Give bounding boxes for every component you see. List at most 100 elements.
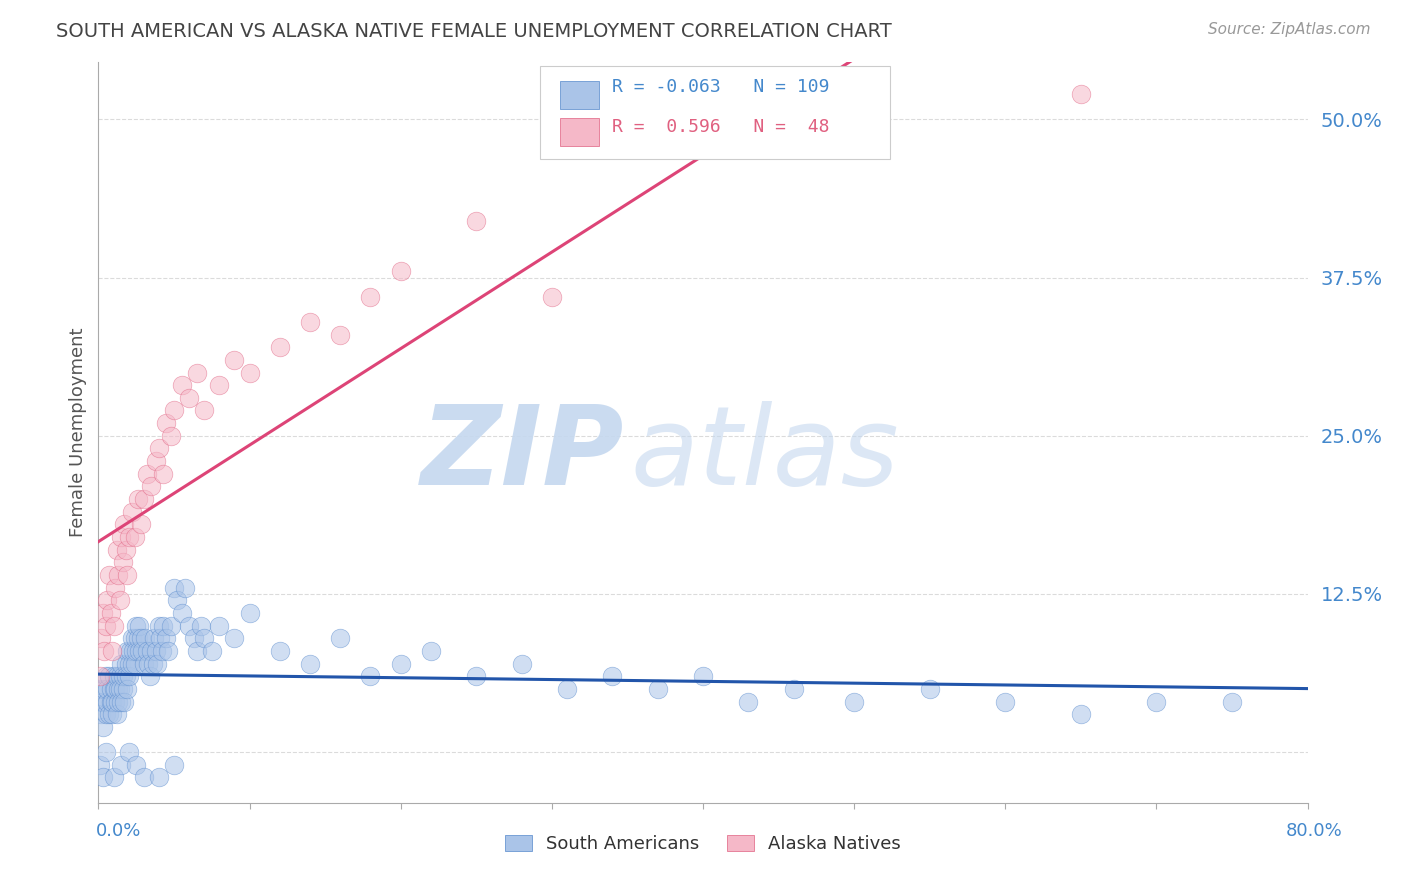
Point bbox=[299, 657, 322, 671]
Point bbox=[389, 657, 412, 671]
Point bbox=[389, 264, 412, 278]
Point bbox=[112, 694, 135, 708]
Point bbox=[91, 606, 114, 620]
Point bbox=[103, 618, 125, 632]
Point bbox=[647, 681, 669, 696]
Point bbox=[156, 644, 179, 658]
Legend: South Americans, Alaska Natives: South Americans, Alaska Natives bbox=[498, 828, 908, 861]
Point bbox=[101, 694, 124, 708]
Point bbox=[107, 568, 129, 582]
Point bbox=[98, 568, 121, 582]
Point bbox=[155, 632, 177, 646]
Point bbox=[141, 479, 163, 493]
Point bbox=[134, 632, 156, 646]
Point bbox=[115, 568, 138, 582]
Point bbox=[124, 632, 146, 646]
Point bbox=[105, 707, 128, 722]
Point bbox=[329, 327, 352, 342]
Point bbox=[918, 681, 941, 696]
Point bbox=[129, 517, 152, 532]
Point bbox=[142, 657, 165, 671]
Point bbox=[107, 694, 129, 708]
Point bbox=[114, 669, 136, 683]
Point bbox=[118, 669, 141, 683]
Point bbox=[90, 681, 112, 696]
Point bbox=[465, 669, 488, 683]
Point bbox=[111, 555, 134, 569]
Point bbox=[139, 669, 162, 683]
Point bbox=[173, 581, 195, 595]
Point bbox=[108, 681, 131, 696]
Point bbox=[239, 366, 262, 380]
Point bbox=[186, 644, 208, 658]
Point bbox=[163, 403, 186, 417]
Y-axis label: Female Unemployment: Female Unemployment bbox=[69, 328, 87, 537]
Point bbox=[91, 694, 114, 708]
Point bbox=[555, 681, 578, 696]
Point bbox=[100, 694, 122, 708]
Point bbox=[146, 657, 169, 671]
Point bbox=[96, 694, 118, 708]
Point bbox=[103, 669, 125, 683]
Point bbox=[132, 491, 155, 506]
Point bbox=[101, 707, 124, 722]
Point bbox=[190, 618, 212, 632]
Point bbox=[94, 745, 117, 759]
Point bbox=[111, 669, 134, 683]
Point bbox=[360, 669, 382, 683]
Point bbox=[135, 467, 157, 481]
Point bbox=[186, 366, 208, 380]
Point bbox=[148, 618, 170, 632]
Point bbox=[145, 644, 167, 658]
Point bbox=[148, 771, 170, 785]
Point bbox=[103, 771, 125, 785]
Point bbox=[114, 657, 136, 671]
Point bbox=[160, 429, 183, 443]
Point bbox=[152, 618, 174, 632]
Point bbox=[224, 352, 246, 367]
Point bbox=[121, 632, 143, 646]
Point bbox=[239, 606, 262, 620]
Point bbox=[163, 757, 186, 772]
FancyBboxPatch shape bbox=[561, 118, 599, 146]
Point bbox=[179, 391, 201, 405]
Point bbox=[105, 669, 128, 683]
Point bbox=[783, 681, 806, 696]
Point bbox=[163, 581, 186, 595]
Point bbox=[115, 644, 138, 658]
Point bbox=[93, 644, 115, 658]
Point bbox=[90, 632, 112, 646]
Point bbox=[115, 681, 138, 696]
Point bbox=[179, 618, 201, 632]
Point bbox=[98, 669, 121, 683]
Point bbox=[89, 669, 111, 683]
Point bbox=[107, 681, 129, 696]
Point bbox=[110, 657, 132, 671]
Point bbox=[183, 632, 205, 646]
Point bbox=[98, 707, 121, 722]
Text: 0.0%: 0.0% bbox=[96, 822, 141, 840]
Point bbox=[136, 657, 159, 671]
Point bbox=[121, 505, 143, 519]
Point bbox=[129, 632, 152, 646]
Point bbox=[125, 757, 148, 772]
Point bbox=[602, 669, 624, 683]
Text: atlas: atlas bbox=[630, 401, 898, 508]
Point bbox=[208, 378, 231, 392]
Point bbox=[166, 593, 188, 607]
Text: ZIP: ZIP bbox=[420, 401, 624, 508]
Point bbox=[110, 530, 132, 544]
Point bbox=[299, 315, 322, 329]
Point bbox=[994, 694, 1017, 708]
Point bbox=[692, 669, 714, 683]
Point bbox=[160, 618, 183, 632]
Point bbox=[93, 681, 115, 696]
Point bbox=[193, 403, 215, 417]
Point bbox=[118, 745, 141, 759]
Text: Source: ZipAtlas.com: Source: ZipAtlas.com bbox=[1208, 22, 1371, 37]
Point bbox=[360, 289, 382, 303]
Point bbox=[420, 644, 443, 658]
Point bbox=[124, 657, 146, 671]
Point bbox=[125, 644, 148, 658]
Text: SOUTH AMERICAN VS ALASKA NATIVE FEMALE UNEMPLOYMENT CORRELATION CHART: SOUTH AMERICAN VS ALASKA NATIVE FEMALE U… bbox=[56, 22, 891, 41]
